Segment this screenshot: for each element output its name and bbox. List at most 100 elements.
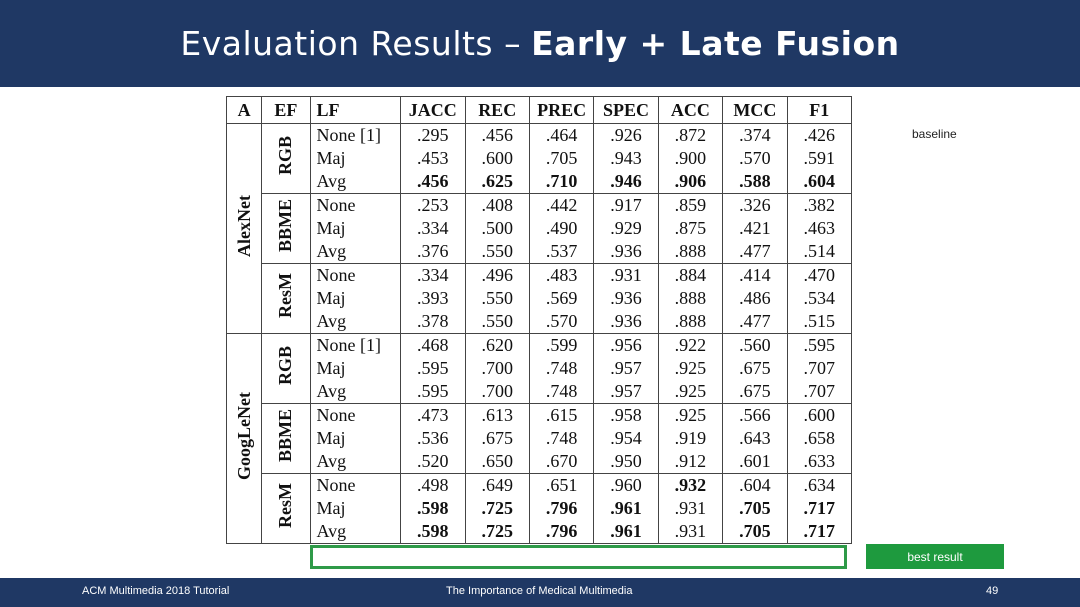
metric-value-acc: .875 <box>657 217 724 240</box>
footer-talk-title: The Importance of Medical Multimedia <box>446 585 633 597</box>
metric-value-rec: .725 <box>464 497 530 520</box>
metric-value-rec: .613 <box>464 403 530 427</box>
metric-value-prec: .796 <box>528 497 595 520</box>
header-cell: JACC <box>400 96 466 124</box>
metric-value-mcc: .604 <box>722 473 788 497</box>
metric-value-jacc: .295 <box>400 123 466 147</box>
table-row: Maj .393.550.569.936.888.486.534 <box>227 287 853 310</box>
table-row: Avg .376.550.537.936.888.477.514 <box>227 240 853 264</box>
metric-value-jacc: .378 <box>400 310 466 334</box>
metric-value-spec: .954 <box>593 427 659 450</box>
metric-value-spec: .961 <box>593 520 659 544</box>
metric-value-mcc: .477 <box>722 240 788 264</box>
metric-value-jacc: .595 <box>400 357 466 380</box>
network-group-cell: GoogLeNet <box>225 333 263 544</box>
metric-value-f1: .534 <box>786 287 853 310</box>
metric-value-jacc: .498 <box>400 473 466 497</box>
metric-value-mcc: .477 <box>722 310 788 334</box>
metric-value-jacc: .393 <box>400 287 466 310</box>
metric-value-acc: .888 <box>657 240 724 264</box>
early-fusion-name: BBME <box>275 198 296 252</box>
metric-value-spec: .917 <box>593 193 659 217</box>
header-cell: MCC <box>722 96 788 124</box>
table-row: Maj .598.725.796.961.931.705.717 <box>227 497 853 520</box>
metric-value-jacc: .253 <box>400 193 466 217</box>
metric-value-prec: .569 <box>528 287 595 310</box>
late-fusion-cell: None <box>309 193 402 217</box>
table-row: GoogLeNet RGB None [1] .468.620.599.956.922… <box>225 333 853 544</box>
metric-value-jacc: .334 <box>400 263 466 287</box>
late-fusion-cell: None <box>309 403 402 427</box>
metric-value-prec: .748 <box>528 380 595 404</box>
early-fusion-cell: RGB <box>261 123 311 194</box>
metric-value-spec: .950 <box>593 450 659 474</box>
metric-value-f1: .470 <box>786 263 853 287</box>
metric-value-f1: .595 <box>786 333 853 357</box>
metric-value-spec: .931 <box>593 263 659 287</box>
metric-value-acc: .906 <box>657 170 724 194</box>
late-fusion-cell: Maj <box>309 427 402 450</box>
metric-value-rec: .550 <box>464 287 530 310</box>
metric-value-prec: .570 <box>528 310 595 334</box>
metric-value-prec: .710 <box>528 170 595 194</box>
metric-value-mcc: .421 <box>722 217 788 240</box>
late-fusion-cell: Maj <box>309 357 402 380</box>
table-row: ResM None .498.649.651.960.932.604.634 <box>227 473 853 544</box>
metric-value-f1: .515 <box>786 310 853 334</box>
metric-value-prec: .442 <box>528 193 595 217</box>
metric-value-spec: .960 <box>593 473 659 497</box>
early-fusion-cell: RGB <box>261 333 311 404</box>
metric-value-rec: .650 <box>464 450 530 474</box>
metric-value-mcc: .705 <box>722 497 788 520</box>
metric-value-f1: .717 <box>786 520 853 544</box>
metric-value-acc: .912 <box>657 450 724 474</box>
late-fusion-cell: Avg <box>309 520 402 544</box>
metric-value-spec: .958 <box>593 403 659 427</box>
metric-value-mcc: .643 <box>722 427 788 450</box>
early-fusion-name: BBME <box>275 408 296 462</box>
metric-value-spec: .926 <box>593 123 659 147</box>
footer-bar: ACM Multimedia 2018 Tutorial The Importa… <box>0 578 1080 607</box>
metric-value-mcc: .601 <box>722 450 788 474</box>
title-bold: Early + Late Fusion <box>531 24 900 63</box>
metric-value-f1: .382 <box>786 193 853 217</box>
metric-value-spec: .957 <box>593 357 659 380</box>
title-plain: Evaluation Results – <box>180 24 522 63</box>
late-fusion-cell: Avg <box>309 380 402 404</box>
early-fusion-cell: ResM <box>261 473 311 544</box>
metric-value-spec: .929 <box>593 217 659 240</box>
metric-value-acc: .859 <box>657 193 724 217</box>
metric-value-prec: .651 <box>528 473 595 497</box>
metric-value-mcc: .705 <box>722 520 788 544</box>
header-cell: F1 <box>786 96 853 124</box>
table-row: Avg .595.700.748.957.925.675.707 <box>227 380 853 404</box>
page-number: 49 <box>986 585 999 597</box>
early-fusion-name: ResM <box>275 483 296 528</box>
metric-value-f1: .514 <box>786 240 853 264</box>
metric-value-prec: .490 <box>528 217 595 240</box>
metric-value-jacc: .468 <box>400 333 466 357</box>
metric-value-mcc: .675 <box>722 357 788 380</box>
metric-value-f1: .658 <box>786 427 853 450</box>
table-row: BBME None .253.408.442.917.859.326.382 <box>227 193 853 264</box>
header-cell: PREC <box>528 96 595 124</box>
table-row: Avg .378.550.570.936.888.477.515 <box>227 310 853 334</box>
network-name: AlexNet <box>233 194 254 257</box>
late-fusion-cell: Maj <box>309 497 402 520</box>
late-fusion-cell: None [1] <box>309 123 402 147</box>
header-cell: LF <box>309 96 402 124</box>
best-result-highlight <box>310 545 847 569</box>
metric-value-jacc: .598 <box>400 497 466 520</box>
late-fusion-cell: Avg <box>309 240 402 264</box>
metric-value-acc: .900 <box>657 147 724 170</box>
late-fusion-cell: Avg <box>309 170 402 194</box>
metric-value-spec: .936 <box>593 287 659 310</box>
late-fusion-cell: Maj <box>309 147 402 170</box>
table-row: Maj .595.700.748.957.925.675.707 <box>227 357 853 380</box>
metric-value-rec: .500 <box>464 217 530 240</box>
metric-value-acc: .932 <box>657 473 724 497</box>
table-row: Maj .453.600.705.943.900.570.591 <box>227 147 853 170</box>
metric-value-mcc: .374 <box>722 123 788 147</box>
metric-value-mcc: .588 <box>722 170 788 194</box>
metric-value-acc: .925 <box>657 357 724 380</box>
